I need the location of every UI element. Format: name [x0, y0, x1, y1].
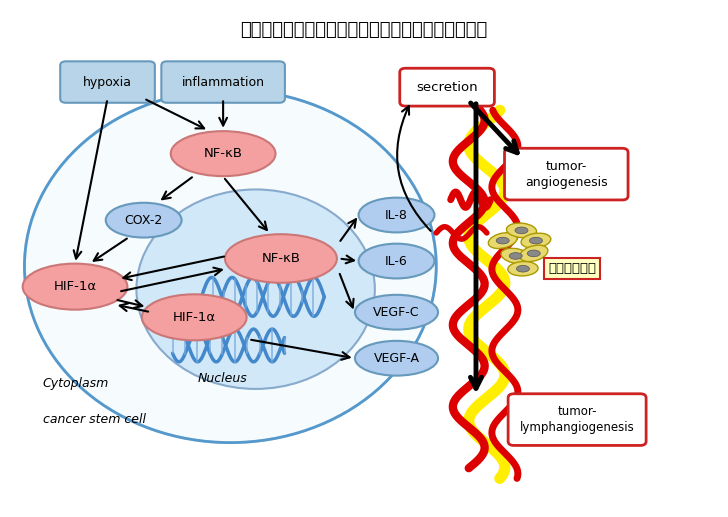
Ellipse shape	[527, 250, 540, 257]
Text: secretion: secretion	[416, 81, 478, 94]
Text: VEGF-C: VEGF-C	[373, 306, 420, 318]
Text: inflammation: inflammation	[181, 75, 264, 88]
FancyBboxPatch shape	[162, 62, 285, 103]
Ellipse shape	[488, 233, 517, 249]
FancyBboxPatch shape	[505, 148, 628, 200]
Text: hypoxia: hypoxia	[83, 75, 132, 88]
Ellipse shape	[359, 197, 435, 233]
Ellipse shape	[171, 131, 275, 176]
Ellipse shape	[516, 265, 529, 272]
Ellipse shape	[355, 341, 438, 376]
FancyBboxPatch shape	[400, 68, 494, 106]
Ellipse shape	[508, 262, 538, 276]
Text: COX-2: COX-2	[124, 214, 163, 226]
Text: tumor-
angiogenesis: tumor- angiogenesis	[525, 160, 608, 189]
Text: 炎症と癌幹細胞が誘導する血管新生、ニッチの形成: 炎症と癌幹細胞が誘導する血管新生、ニッチの形成	[240, 21, 488, 39]
Ellipse shape	[225, 234, 337, 283]
Text: ニッチ形成？: ニッチ形成？	[548, 262, 596, 275]
Ellipse shape	[529, 237, 542, 244]
Ellipse shape	[23, 264, 127, 310]
Text: Cytoplasm: Cytoplasm	[42, 377, 108, 390]
Text: HIF-1α: HIF-1α	[173, 311, 215, 324]
Ellipse shape	[521, 233, 551, 248]
Text: IL-6: IL-6	[385, 254, 408, 268]
Ellipse shape	[520, 245, 548, 262]
Ellipse shape	[355, 295, 438, 330]
Ellipse shape	[142, 294, 247, 340]
Text: HIF-1α: HIF-1α	[53, 280, 97, 293]
Ellipse shape	[496, 237, 509, 244]
Text: VEGF-A: VEGF-A	[373, 352, 419, 364]
Text: tumor-
lymphangiogenesis: tumor- lymphangiogenesis	[520, 405, 635, 434]
Ellipse shape	[515, 227, 528, 234]
Text: NF-κB: NF-κB	[261, 252, 301, 265]
Ellipse shape	[136, 189, 375, 389]
Ellipse shape	[106, 203, 181, 237]
Ellipse shape	[359, 244, 435, 279]
FancyBboxPatch shape	[508, 394, 646, 446]
FancyBboxPatch shape	[60, 62, 155, 103]
Text: Nucleus: Nucleus	[198, 372, 248, 385]
Text: IL-8: IL-8	[385, 208, 408, 221]
Text: NF-κB: NF-κB	[204, 147, 242, 160]
Ellipse shape	[25, 90, 436, 443]
Ellipse shape	[509, 253, 522, 259]
Text: cancer stem cell: cancer stem cell	[42, 413, 146, 426]
Ellipse shape	[507, 223, 537, 238]
Ellipse shape	[501, 248, 531, 264]
